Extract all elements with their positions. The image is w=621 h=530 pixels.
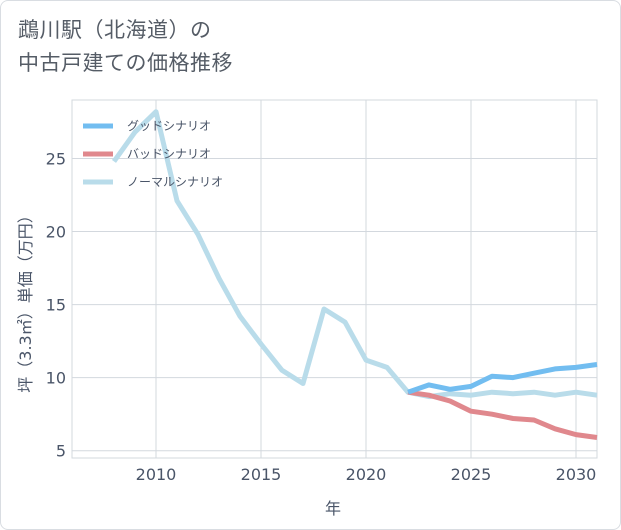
x-tick-label: 2010: [136, 465, 177, 484]
y-axis-label: 坪（3.3㎡）単価（万円）: [16, 207, 35, 392]
series-lines: [111, 109, 598, 440]
legend-label-1: バッドシナリオ: [127, 147, 211, 161]
x-tick-label: 2030: [556, 465, 597, 484]
chart-title: 鵡川駅（北海道）の 中古戸建ての価格推移: [18, 14, 233, 80]
series-line-2: [111, 109, 598, 400]
chart-title-line1: 鵡川駅（北海道）の: [18, 18, 212, 42]
y-tick-label: 10: [46, 369, 66, 388]
x-axis-label: 年: [325, 499, 341, 518]
series-line-0: [407, 362, 598, 395]
x-tick-label: 2015: [241, 465, 282, 484]
y-tick-label: 25: [46, 149, 66, 168]
plot-area: [71, 99, 598, 459]
chart-title-line2: 中古戸建ての価格推移: [18, 51, 233, 75]
y-tick-label: 5: [56, 442, 66, 461]
series-line-1: [407, 389, 598, 440]
x-tick-label: 2025: [451, 465, 492, 484]
y-tick-label: 20: [46, 223, 66, 242]
y-tick-label: 15: [46, 296, 66, 315]
x-tick-label: 2020: [346, 465, 387, 484]
legend-label-0: グッドシナリオ: [127, 119, 211, 133]
legend-label-2: ノーマルシナリオ: [127, 175, 223, 189]
